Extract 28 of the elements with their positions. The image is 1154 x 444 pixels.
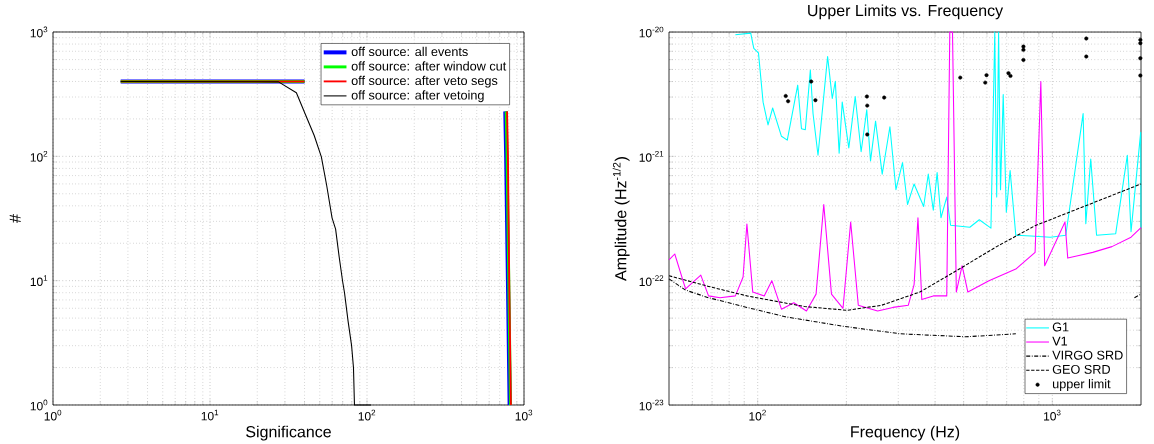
legend-label: upper limit <box>1052 379 1111 391</box>
legend-label: off source: all events <box>351 46 468 57</box>
y-tick-label: 10$^{3}$ <box>30 26 48 38</box>
x-tick-label: 10$^{2}$ <box>358 409 376 421</box>
legend-label: G1 <box>1052 322 1069 332</box>
y-tick-label: 10$^{-21}$ <box>639 150 664 162</box>
y-axis-title: Amplitude (Hz$^{-1/2}$) <box>612 157 630 281</box>
legend-label: V1 <box>1052 336 1068 346</box>
legend-label: off source: after window cut <box>351 61 507 71</box>
y-tick-label: 10$^{-20}$ <box>639 26 664 38</box>
x-axis-title: Significance <box>246 425 331 441</box>
x-tick-label: 10$^{0}$ <box>44 409 62 421</box>
x-axis-title: Frequency (Hz) <box>851 425 960 441</box>
legend-label: off source: after veto segs <box>351 75 498 88</box>
legend-label: VIRGO SRD <box>1052 350 1123 360</box>
y-tick-label: 10$^{2}$ <box>30 150 48 162</box>
x-tick-label: 10$^{2}$ <box>749 409 766 421</box>
x-tick-label: 10$^{3}$ <box>1044 409 1061 421</box>
legend-label: off source: after vetoing <box>351 90 484 103</box>
y-tick-label: 10$^{1}$ <box>30 275 48 287</box>
x-tick-label: 10$^{1}$ <box>201 409 219 421</box>
chart-title: Upper Limits vs. Frequency <box>808 4 1004 20</box>
y-tick-label: 10$^{0}$ <box>30 399 48 411</box>
x-tick-label: 10$^{3}$ <box>515 409 533 421</box>
y-tick-label: 10$^{-23}$ <box>639 399 664 411</box>
y-tick-label: 10$^{-22}$ <box>639 275 664 287</box>
legend-label: GEO SRD <box>1052 364 1110 374</box>
y-axis-title: # <box>9 214 21 223</box>
